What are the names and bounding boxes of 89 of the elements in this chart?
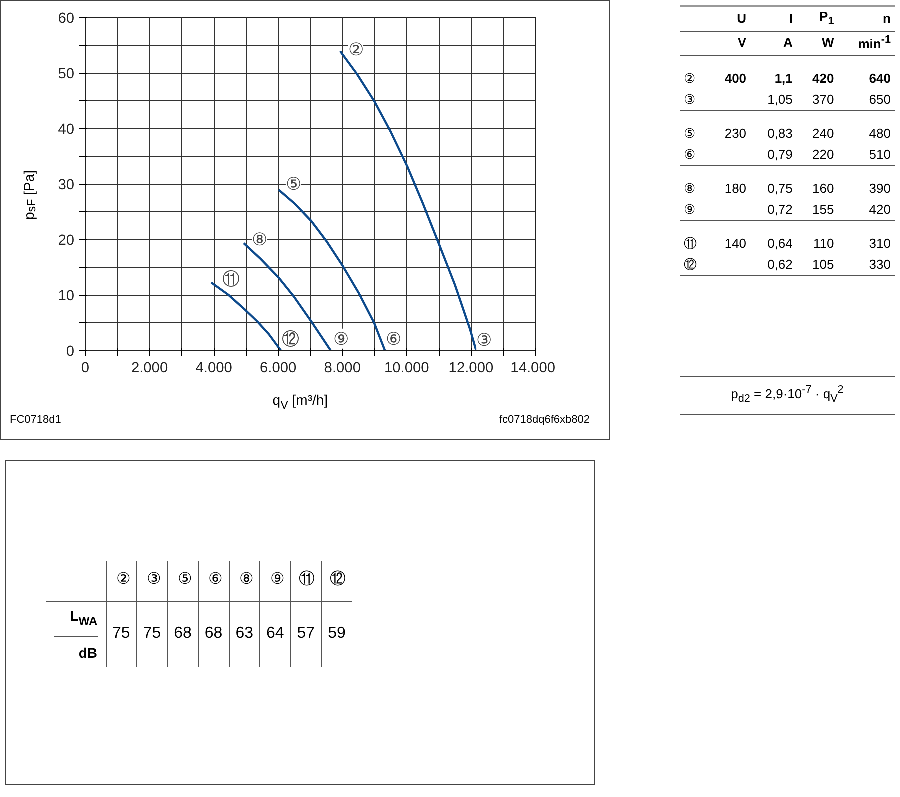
- text: ⑨: [680, 200, 710, 221]
- annotation: ⑫: [282, 328, 299, 349]
- text: 1,1: [774, 70, 794, 88]
- text: 330: [838, 254, 895, 276]
- text: ⑫: [322, 561, 352, 601]
- y-tick-label: 10: [58, 288, 75, 304]
- x-axis-title: q$_{V}$ [m³/h]: [272, 391, 328, 414]
- text: dB: [54, 636, 98, 663]
- text: 75: [106, 601, 137, 667]
- y-tick-label: 40: [58, 122, 75, 138]
- annotation: ③: [476, 330, 492, 350]
- text: V: [709, 32, 751, 56]
- text: 420: [838, 200, 895, 221]
- x-tick-label: 4.000: [196, 360, 232, 376]
- text: ②: [683, 70, 697, 88]
- text: 0,64: [766, 235, 794, 254]
- text: 650: [838, 90, 895, 111]
- text: 0,79: [750, 144, 797, 166]
- text: ③: [136, 561, 168, 601]
- text: 180: [724, 180, 748, 198]
- text: min$^{-1}$: [838, 32, 895, 56]
- text: ⑧: [229, 561, 260, 601]
- text: ⑪: [683, 235, 698, 254]
- text: A: [750, 32, 797, 56]
- text: 68: [198, 601, 230, 667]
- text: 75: [136, 601, 168, 667]
- text: 400: [724, 70, 748, 88]
- text: ②: [106, 561, 137, 601]
- y-tick-label: 60: [58, 11, 75, 27]
- y-tick-label: 0: [66, 344, 75, 360]
- text: 310: [868, 235, 892, 254]
- annotation: ⑤: [286, 174, 301, 194]
- text: 110: [812, 235, 836, 254]
- x-tick-label: 6.000: [260, 360, 297, 376]
- text: W: [796, 32, 838, 56]
- text: ⑨: [260, 561, 291, 601]
- text: ⑫: [680, 254, 710, 276]
- text: 370: [796, 90, 838, 111]
- text: 480: [868, 125, 892, 144]
- text: 68: [168, 601, 198, 667]
- text: I: [750, 6, 797, 32]
- text: 59: [322, 601, 352, 667]
- text: 57: [290, 601, 322, 667]
- x-tick-label: 0: [81, 360, 90, 376]
- y-tick-label: 30: [58, 178, 75, 194]
- text: 0,72: [750, 200, 797, 221]
- x-tick-label: 12.000: [448, 360, 494, 376]
- text: U: [709, 6, 751, 32]
- y-tick-label: 50: [58, 66, 75, 82]
- y-tick-label: 20: [58, 233, 75, 249]
- text: fc0718dq6f6xb802: [499, 412, 590, 428]
- x-tick-label: 2.000: [131, 360, 168, 376]
- text: FC0718d1: [10, 412, 62, 428]
- text: 510: [838, 144, 895, 166]
- x-tick-label: 8.000: [324, 360, 361, 376]
- text: 64: [260, 601, 291, 667]
- text: 230: [724, 125, 748, 144]
- text: 0,83: [766, 125, 794, 144]
- annotation: ⑥: [386, 328, 401, 349]
- text: 1,05: [750, 90, 797, 111]
- text: 390: [868, 180, 892, 198]
- text: 240: [812, 125, 836, 144]
- text: L$_{WA}$: [70, 608, 98, 628]
- text: 640: [868, 70, 892, 88]
- text: ⑥: [198, 561, 230, 601]
- text: 155: [796, 200, 838, 221]
- line-series: [278, 189, 386, 350]
- text: 140: [724, 235, 748, 254]
- annotation: ⑪: [222, 268, 240, 289]
- text: ⑧: [683, 180, 697, 198]
- text: ⑤: [168, 561, 198, 601]
- text: 63: [229, 601, 260, 667]
- text: ⑪: [290, 561, 322, 601]
- text: 220: [796, 144, 838, 166]
- text: 0,62: [750, 254, 797, 276]
- text: ⑥: [680, 144, 710, 166]
- text: P$_{1}$: [796, 6, 838, 32]
- text: 105: [796, 254, 838, 276]
- text: ③: [680, 90, 710, 111]
- annotation: ⑧: [252, 230, 268, 250]
- text: 0,75: [766, 180, 794, 198]
- annotation: ②: [348, 40, 364, 60]
- text: 420: [812, 70, 836, 88]
- annotation: ⑨: [334, 328, 349, 349]
- text: n: [838, 6, 895, 32]
- x-tick-label: 14.000: [510, 360, 556, 376]
- text: 160: [812, 180, 836, 198]
- x-tick-label: 10.000: [384, 360, 430, 376]
- text: ⑤: [683, 125, 697, 144]
